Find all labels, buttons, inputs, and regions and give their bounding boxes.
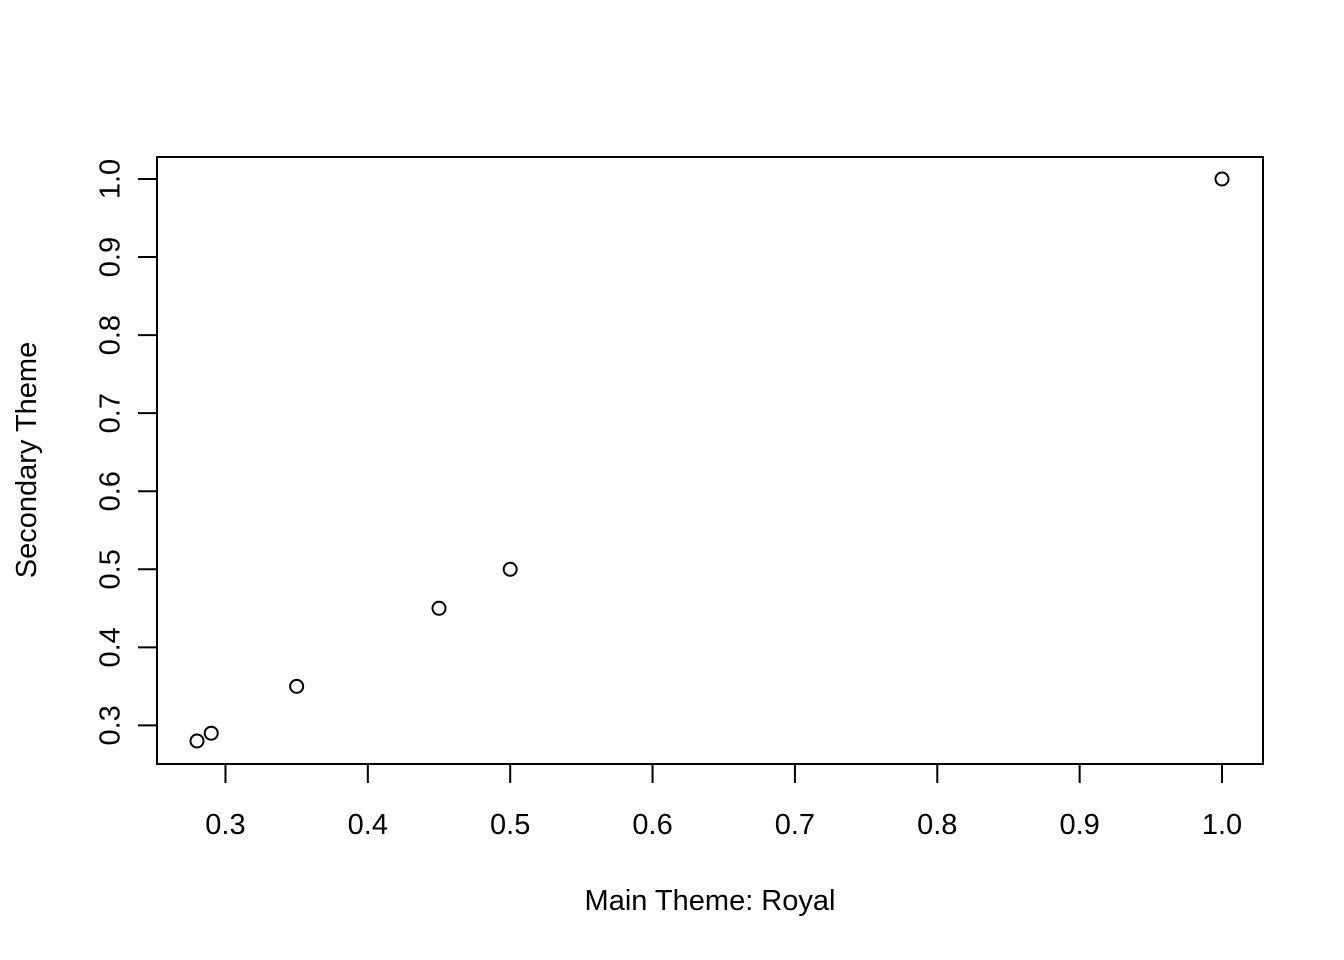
x-axis-title: Main Theme: Royal xyxy=(585,885,836,917)
x-tick-label: 0.9 xyxy=(1059,809,1099,841)
scatter-point xyxy=(189,733,205,749)
x-tick-label: 0.6 xyxy=(632,809,672,841)
data-points xyxy=(189,171,1230,749)
x-tick-label: 0.5 xyxy=(490,809,530,841)
y-tick-label: 0.8 xyxy=(95,315,127,355)
y-tick-label: 0.9 xyxy=(95,237,127,277)
x-tick-label: 0.7 xyxy=(775,809,815,841)
scatter-point xyxy=(203,725,219,741)
scatter-point xyxy=(1214,171,1230,187)
y-tick-label: 0.4 xyxy=(95,627,127,667)
x-tick-label: 0.3 xyxy=(205,809,245,841)
plot-box xyxy=(156,156,1264,765)
scatter-point xyxy=(502,561,518,577)
x-axis: 0.3 0.4 0.5 0.6 0.7 0.8 0.9 1.0 xyxy=(205,763,1242,841)
y-axis: 0.3 0.4 0.5 0.6 0.7 0.8 0.9 1.0 xyxy=(95,159,158,746)
y-tick-label: 1.0 xyxy=(95,159,127,199)
x-tick-label: 0.4 xyxy=(348,809,388,841)
scatter-point xyxy=(431,600,447,616)
scatter-point xyxy=(289,678,305,694)
y-tick-label: 0.3 xyxy=(95,705,127,745)
x-tick-label: 1.0 xyxy=(1202,809,1242,841)
y-axis-title: Secondary Theme xyxy=(11,342,43,578)
y-tick-label: 0.7 xyxy=(95,393,127,433)
x-tick-label: 0.8 xyxy=(917,809,957,841)
y-tick-label: 0.5 xyxy=(95,549,127,589)
y-tick-label: 0.6 xyxy=(95,471,127,511)
